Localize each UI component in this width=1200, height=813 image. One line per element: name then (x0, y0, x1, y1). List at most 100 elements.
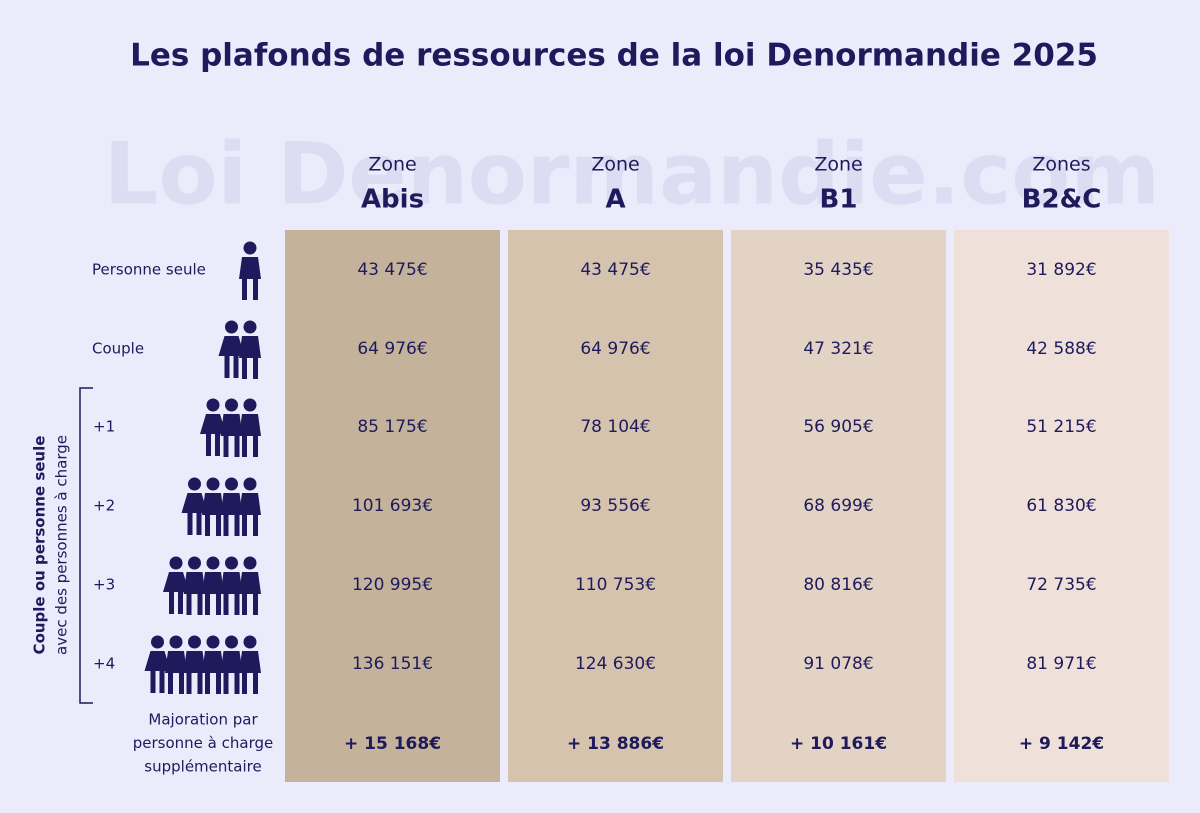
cell-value: 136 151€ (352, 654, 433, 674)
head (225, 398, 238, 412)
person-icon (220, 477, 243, 536)
column-prefix: Zone (814, 154, 862, 176)
body (218, 336, 245, 378)
column-background (731, 230, 946, 782)
group-bracket (79, 387, 93, 704)
person-icon (239, 320, 261, 379)
cell-value: 51 215€ (1026, 417, 1096, 437)
body (239, 651, 261, 694)
head (243, 241, 257, 255)
person-icon (218, 320, 245, 378)
person-icon (220, 635, 243, 694)
column-prefix: Zones (1032, 154, 1090, 176)
person-icon (163, 556, 189, 614)
head (206, 635, 220, 649)
cell-value: 64 976€ (580, 339, 650, 359)
person-icon (183, 556, 206, 615)
head (243, 320, 257, 334)
row-label: +2 (93, 497, 115, 515)
surcharge-label: personne à charge (133, 734, 273, 752)
surcharge-label: Majoration par (148, 711, 258, 729)
row-label: +3 (93, 576, 115, 594)
cell-value: 31 892€ (1026, 260, 1096, 280)
surcharge-value: + 10 161€ (790, 734, 887, 754)
column-name: B2&C (1022, 185, 1102, 215)
watermark: Loi Denormandie.com (104, 124, 1160, 224)
row-label: +4 (93, 655, 115, 673)
person-icon (239, 477, 261, 536)
cell-value: 81 971€ (1026, 654, 1096, 674)
head (243, 556, 257, 570)
person-icon (202, 477, 224, 536)
head (225, 320, 238, 334)
cell-value: 78 104€ (580, 417, 650, 437)
cell-value: 120 995€ (352, 575, 433, 595)
head (243, 398, 257, 412)
column-name: A (605, 185, 625, 215)
head (206, 477, 220, 491)
group-label: Couple ou personne seule (31, 436, 49, 655)
body (183, 572, 206, 615)
cell-value: 43 475€ (580, 260, 650, 280)
person-icon (202, 556, 224, 615)
row-label: +1 (93, 418, 115, 436)
surcharge-value: + 9 142€ (1019, 734, 1104, 754)
cell-value: 35 435€ (803, 260, 873, 280)
person-icon (183, 635, 206, 694)
column-background (285, 230, 500, 782)
person-icon (239, 241, 261, 300)
cell-value: 61 830€ (1026, 496, 1096, 516)
body (183, 651, 206, 694)
surcharge-value: + 15 168€ (344, 734, 441, 754)
cell-value: 85 175€ (357, 417, 427, 437)
head (206, 398, 220, 412)
surcharge-value: + 13 886€ (567, 734, 664, 754)
head (243, 635, 257, 649)
group-label: avec des personnes à charge (53, 435, 71, 655)
person-icon (165, 635, 187, 694)
body (239, 257, 261, 300)
person-icon (202, 635, 224, 694)
head (188, 556, 201, 570)
title: Les plafonds de ressources de la loi Den… (130, 38, 1098, 74)
table: Zone Abis Zone A Zone B1 Zones B2&C Personne seu… (31, 154, 1169, 782)
body (220, 493, 243, 536)
column-name: B1 (820, 185, 858, 215)
person-icon (239, 398, 261, 457)
body (239, 414, 261, 457)
body (144, 651, 171, 693)
head (188, 635, 201, 649)
row-label: Personne seule (92, 261, 206, 279)
body (220, 414, 243, 457)
person-icon (181, 477, 208, 535)
cell-value: 93 556€ (580, 496, 650, 516)
cell-value: 64 976€ (357, 339, 427, 359)
body (163, 572, 189, 614)
person-icon (200, 398, 226, 456)
column-background (508, 230, 723, 782)
body (239, 336, 261, 379)
person-icon (239, 635, 261, 694)
surcharge-label: supplémentaire (144, 758, 261, 776)
column-background (954, 230, 1169, 782)
cell-value: 101 693€ (352, 496, 433, 516)
head (169, 635, 183, 649)
person-icon (220, 398, 243, 457)
cell-value: 68 699€ (803, 496, 873, 516)
body (202, 651, 224, 694)
body (200, 414, 226, 456)
head (169, 556, 183, 570)
body (239, 572, 261, 615)
person-icon (239, 556, 261, 615)
column-prefix: Zone (368, 154, 416, 176)
body (239, 493, 261, 536)
cell-value: 110 753€ (575, 575, 656, 595)
cell-value: 124 630€ (575, 654, 656, 674)
head (225, 635, 238, 649)
cell-value: 80 816€ (803, 575, 873, 595)
head (206, 556, 220, 570)
person-icon (220, 556, 243, 615)
person-icon (144, 635, 171, 693)
column-name: Abis (361, 185, 424, 215)
